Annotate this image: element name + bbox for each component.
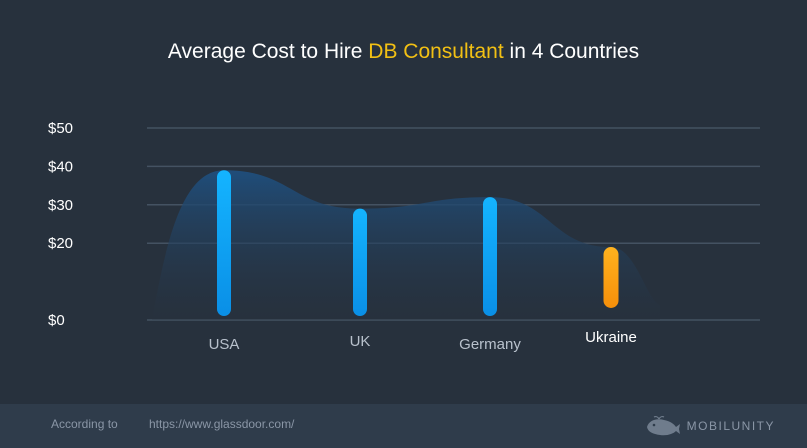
source-link[interactable]: https://www.glassdoor.com/ [149,417,295,431]
title-highlight: DB Consultant [368,40,504,63]
title-suffix: in 4 Countries [503,40,640,63]
bar-chart: $0 $20 $30 $40 $50 USA UK Germany Ukraine [48,120,760,353]
brand-logo: MOBILUNITY [645,412,775,440]
bar-uk [353,208,367,316]
y-tick-label: $50 [48,120,73,137]
background-area-shape [152,170,660,320]
source-label: According to [51,417,118,431]
x-tick-label-germany: Germany [459,336,521,353]
y-tick-label: $40 [48,158,73,175]
y-tick-label: $0 [48,312,65,329]
brand-name: MOBILUNITY [686,419,775,433]
x-tick-label-uk: UK [350,333,371,350]
bar-ukraine [603,247,619,308]
y-tick-label: $30 [48,197,73,214]
y-tick-label: $20 [48,235,73,252]
footer: According to https://www.glassdoor.com/ … [0,404,807,448]
x-tick-label-usa: USA [209,336,240,353]
title-prefix: Average Cost to Hire [167,40,369,63]
bar-usa [217,170,231,316]
x-tick-label-ukraine: Ukraine [585,329,637,346]
chart-title: Average Cost to Hire DB Consultant in 4 … [0,40,807,64]
bar-germany [483,197,497,316]
whale-icon [646,416,680,436]
